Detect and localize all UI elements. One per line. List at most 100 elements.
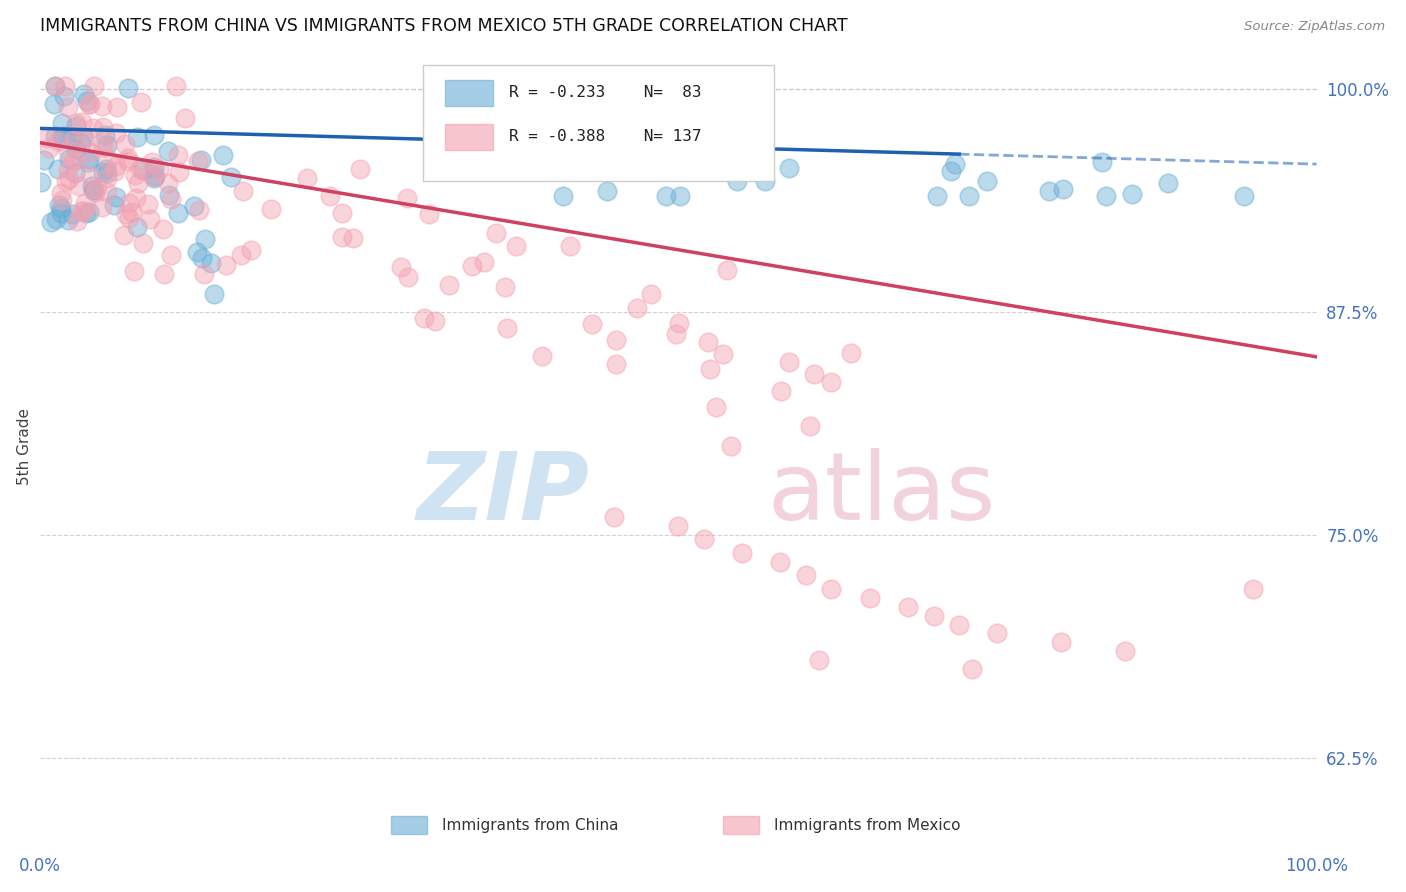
Point	[807, 653, 830, 667]
Point	[127, 129, 149, 144]
Point	[330, 230, 353, 244]
Point	[605, 333, 627, 347]
Point	[820, 376, 842, 390]
Point	[48, 162, 70, 177]
Point	[605, 357, 627, 371]
Point	[141, 155, 163, 169]
Point	[778, 161, 800, 175]
Point	[596, 184, 619, 198]
Point	[104, 189, 127, 203]
Point	[60, 129, 83, 144]
Point	[232, 184, 254, 198]
Point	[186, 245, 208, 260]
Point	[91, 120, 114, 135]
Point	[157, 144, 180, 158]
Point	[128, 161, 150, 176]
Point	[44, 78, 66, 93]
Text: atlas: atlas	[768, 449, 995, 541]
Point	[112, 228, 135, 243]
Point	[494, 280, 516, 294]
Point	[948, 617, 970, 632]
Point	[941, 164, 963, 178]
Point	[51, 194, 73, 208]
Point	[295, 171, 318, 186]
Point	[474, 255, 496, 269]
Point	[77, 97, 100, 112]
Point	[778, 354, 800, 368]
Point	[461, 260, 484, 274]
Point	[976, 174, 998, 188]
Point	[96, 138, 118, 153]
Point	[86, 181, 108, 195]
Point	[97, 153, 120, 167]
Point	[55, 173, 77, 187]
Point	[174, 111, 197, 125]
Bar	[723, 816, 759, 834]
Text: R = -0.388    N= 137: R = -0.388 N= 137	[509, 129, 702, 145]
Point	[105, 100, 128, 114]
Point	[56, 100, 79, 114]
Text: IMMIGRANTS FROM CHINA VS IMMIGRANTS FROM MEXICO 5TH GRADE CORRELATION CHART: IMMIGRANTS FROM CHINA VS IMMIGRANTS FROM…	[39, 17, 848, 35]
Point	[63, 132, 86, 146]
Point	[190, 251, 212, 265]
Point	[927, 189, 949, 203]
Point	[65, 153, 87, 168]
Point	[202, 287, 225, 301]
Point	[1091, 154, 1114, 169]
Point	[859, 591, 882, 605]
Point	[697, 335, 720, 350]
Point	[957, 189, 980, 203]
Point	[83, 183, 105, 197]
Point	[73, 87, 96, 101]
Point	[159, 188, 181, 202]
Point	[62, 154, 84, 169]
Point	[669, 189, 692, 203]
Point	[530, 350, 553, 364]
Point	[127, 176, 149, 190]
Point	[725, 174, 748, 188]
Point	[716, 263, 738, 277]
Point	[553, 189, 575, 203]
Point	[56, 145, 79, 159]
Bar	[444, 124, 494, 150]
Point	[160, 192, 183, 206]
Point	[418, 207, 440, 221]
Point	[319, 189, 342, 203]
Point	[342, 231, 364, 245]
Point	[1114, 644, 1136, 658]
Point	[167, 165, 190, 179]
Point	[118, 211, 141, 225]
Bar	[444, 80, 494, 105]
Point	[706, 153, 728, 167]
Point	[114, 136, 136, 151]
Point	[67, 178, 90, 193]
Point	[77, 205, 100, 219]
Point	[129, 95, 152, 109]
Point	[1121, 186, 1143, 201]
Point	[104, 164, 127, 178]
Point	[704, 401, 727, 415]
Point	[83, 78, 105, 93]
Point	[94, 128, 117, 143]
Point	[55, 78, 77, 93]
Point	[560, 239, 582, 253]
Y-axis label: 5th Grade: 5th Grade	[17, 408, 32, 484]
Point	[73, 203, 96, 218]
Point	[82, 121, 104, 136]
Point	[58, 171, 80, 186]
Point	[52, 128, 75, 143]
Point	[96, 166, 118, 180]
Point	[104, 126, 127, 140]
Point	[121, 205, 143, 219]
Point	[643, 134, 665, 148]
Point	[63, 166, 86, 180]
Point	[49, 205, 72, 219]
Text: Source: ZipAtlas.com: Source: ZipAtlas.com	[1244, 20, 1385, 33]
Text: ZIP: ZIP	[416, 449, 589, 541]
Point	[349, 162, 371, 177]
Point	[58, 212, 80, 227]
Point	[152, 221, 174, 235]
Text: Immigrants from Mexico: Immigrants from Mexico	[775, 818, 960, 832]
Point	[143, 169, 166, 184]
Point	[90, 139, 112, 153]
